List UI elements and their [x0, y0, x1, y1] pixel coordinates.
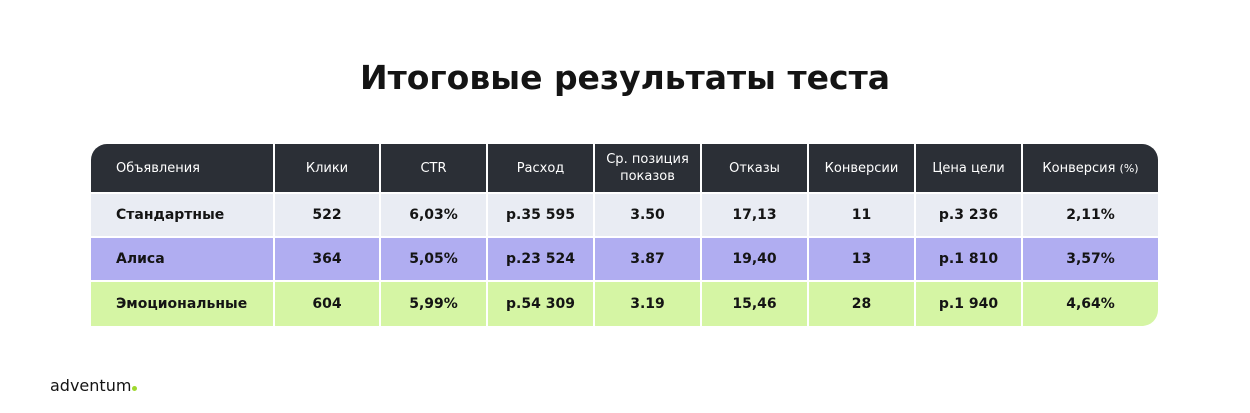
column-header-conversion-rate-label: Конверсия	[1042, 160, 1116, 176]
column-header-conversion-rate: Конверсия (%)	[1023, 144, 1158, 194]
table-cell: 28	[809, 282, 916, 326]
column-header-clicks: Клики	[275, 144, 381, 194]
table-cell: 13	[809, 238, 916, 282]
table-cell: 364	[275, 238, 381, 282]
table-row-emotional: Эмоциональные 604 5,99% р.54 309 3.19 15…	[91, 282, 1158, 326]
table-cell: 15,46	[702, 282, 809, 326]
table-cell: 4,64%	[1066, 296, 1115, 312]
table-cell: р.1 810	[916, 238, 1023, 282]
table-cell: 11	[809, 194, 916, 238]
table-cell: 3.19	[595, 282, 702, 326]
table-cell: 17,13	[702, 194, 809, 238]
table-cell: р.1 940	[916, 282, 1023, 326]
table-cell: 3.50	[595, 194, 702, 238]
table-cell: 604	[275, 282, 381, 326]
column-header-conversion-rate-unit: (%)	[1119, 161, 1139, 175]
column-header-ads: Объявления	[91, 144, 275, 194]
column-header-bounces: Отказы	[702, 144, 809, 194]
table-row-alisa: Алиса 364 5,05% р.23 524 3.87 19,40 13 р…	[91, 238, 1158, 282]
table-cell: р.23 524	[488, 238, 595, 282]
table-cell: 2,11%	[1023, 194, 1158, 238]
logo-dot-icon	[132, 386, 138, 391]
table-cell: Эмоциональные	[91, 282, 275, 326]
column-header-conversions: Конверсии	[809, 144, 916, 194]
table-cell: 19,40	[702, 238, 809, 282]
page-title: Итоговые результаты теста	[360, 58, 890, 97]
brand-logo: adventum	[50, 376, 138, 395]
table-cell: 3.87	[595, 238, 702, 282]
table-cell: 5,05%	[381, 238, 488, 282]
column-header-ctr: CTR	[381, 144, 488, 194]
table-cell: 522	[275, 194, 381, 238]
column-header-spend: Расход	[488, 144, 595, 194]
results-table: Объявления Клики CTR Расход Ср. позиция …	[91, 144, 1158, 326]
table-row-standard: Стандартные 522 6,03% р.35 595 3.50 17,1…	[91, 194, 1158, 238]
header-row: Объявления Клики CTR Расход Ср. позиция …	[91, 144, 1158, 194]
column-header-goal-price: Цена цели	[916, 144, 1023, 194]
table-cell: 5,99%	[381, 282, 488, 326]
table-cell: 6,03%	[381, 194, 488, 238]
table-cell: р.35 595	[488, 194, 595, 238]
column-header-avg-position: Ср. позиция показов	[595, 144, 702, 194]
table-cell: 3,57%	[1023, 238, 1158, 282]
table-cell: р.3 236	[916, 194, 1023, 238]
table-cell: Стандартные	[91, 194, 275, 238]
brand-logo-text: adventum	[50, 376, 132, 395]
table-cell: Алиса	[91, 238, 275, 282]
table-cell: р.54 309	[488, 282, 595, 326]
